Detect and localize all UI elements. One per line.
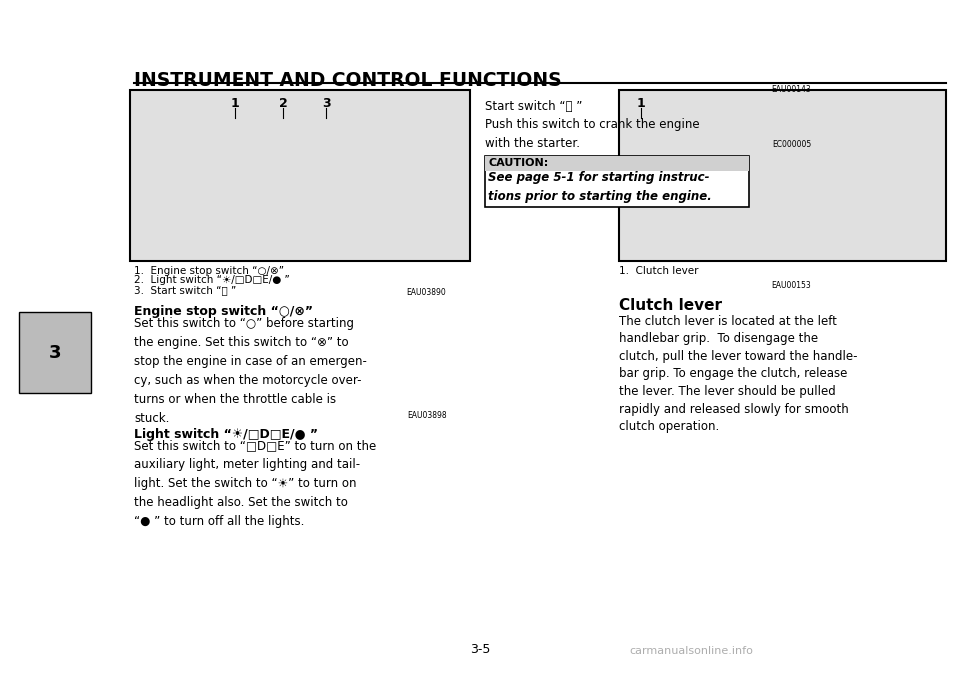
Text: 1: 1 bbox=[636, 96, 646, 110]
Text: EAU03890: EAU03890 bbox=[407, 288, 446, 297]
Text: Start switch “ⓧ ”: Start switch “ⓧ ” bbox=[485, 100, 582, 113]
Text: Engine stop switch “○/⊗”: Engine stop switch “○/⊗” bbox=[134, 305, 313, 318]
Text: 1: 1 bbox=[230, 96, 240, 110]
Text: turns or when the throttle cable is: turns or when the throttle cable is bbox=[134, 393, 337, 405]
Text: 3-5: 3-5 bbox=[469, 643, 491, 656]
Text: See page 5-1 for starting instruc-: See page 5-1 for starting instruc- bbox=[488, 171, 709, 184]
Text: the headlight also. Set the switch to: the headlight also. Set the switch to bbox=[134, 496, 348, 509]
Text: EAU00143: EAU00143 bbox=[772, 85, 811, 94]
Text: stuck.: stuck. bbox=[134, 412, 170, 424]
Text: cy, such as when the motorcycle over-: cy, such as when the motorcycle over- bbox=[134, 374, 362, 386]
Text: Light switch “☀/□D□E/● ”: Light switch “☀/□D□E/● ” bbox=[134, 428, 319, 441]
Text: Clutch lever: Clutch lever bbox=[619, 298, 722, 313]
Text: INSTRUMENT AND CONTROL FUNCTIONS: INSTRUMENT AND CONTROL FUNCTIONS bbox=[134, 71, 562, 90]
Text: with the starter.: with the starter. bbox=[485, 137, 580, 150]
Text: The clutch lever is located at the left: The clutch lever is located at the left bbox=[619, 315, 837, 327]
Text: the lever. The lever should be pulled: the lever. The lever should be pulled bbox=[619, 385, 836, 398]
Text: handlebar grip.  To disengage the: handlebar grip. To disengage the bbox=[619, 332, 818, 345]
Text: clutch, pull the lever toward the handle-: clutch, pull the lever toward the handle… bbox=[619, 350, 857, 363]
Text: stop the engine in case of an emergen-: stop the engine in case of an emergen- bbox=[134, 355, 368, 367]
Text: 1.  Clutch lever: 1. Clutch lever bbox=[619, 266, 699, 276]
Text: EAU03898: EAU03898 bbox=[407, 412, 446, 420]
Bar bbox=[485, 156, 749, 207]
Text: CAUTION:: CAUTION: bbox=[489, 158, 549, 168]
Text: carmanualsonline.info: carmanualsonline.info bbox=[629, 646, 754, 656]
Text: “● ” to turn off all the lights.: “● ” to turn off all the lights. bbox=[134, 515, 304, 528]
Text: Set this switch to “□D□E” to turn on the: Set this switch to “□D□E” to turn on the bbox=[134, 439, 376, 452]
Text: 3: 3 bbox=[49, 344, 61, 361]
Text: 3: 3 bbox=[323, 96, 330, 110]
Bar bbox=[130, 90, 470, 261]
Bar bbox=[485, 156, 749, 171]
Text: bar grip. To engage the clutch, release: bar grip. To engage the clutch, release bbox=[619, 367, 848, 380]
Text: 1.  Engine stop switch “○/⊗”: 1. Engine stop switch “○/⊗” bbox=[134, 266, 284, 276]
Text: EAU00153: EAU00153 bbox=[772, 281, 811, 290]
Text: EC000005: EC000005 bbox=[772, 140, 811, 149]
Text: Push this switch to crank the engine: Push this switch to crank the engine bbox=[485, 118, 700, 131]
Text: 2.  Light switch “☀/□D□E/● ”: 2. Light switch “☀/□D□E/● ” bbox=[134, 275, 290, 285]
Text: 3.  Start switch “ⓧ ”: 3. Start switch “ⓧ ” bbox=[134, 285, 237, 295]
Bar bbox=[619, 90, 946, 261]
Text: light. Set the switch to “☀” to turn on: light. Set the switch to “☀” to turn on bbox=[134, 477, 357, 490]
Text: auxiliary light, meter lighting and tail-: auxiliary light, meter lighting and tail… bbox=[134, 458, 361, 471]
Text: the engine. Set this switch to “⊗” to: the engine. Set this switch to “⊗” to bbox=[134, 336, 349, 348]
Bar bbox=[19, 312, 91, 393]
Text: rapidly and released slowly for smooth: rapidly and released slowly for smooth bbox=[619, 403, 849, 416]
Text: Set this switch to “○” before starting: Set this switch to “○” before starting bbox=[134, 317, 354, 330]
Text: 2: 2 bbox=[278, 96, 288, 110]
Text: clutch operation.: clutch operation. bbox=[619, 420, 719, 433]
Text: tions prior to starting the engine.: tions prior to starting the engine. bbox=[488, 190, 711, 203]
